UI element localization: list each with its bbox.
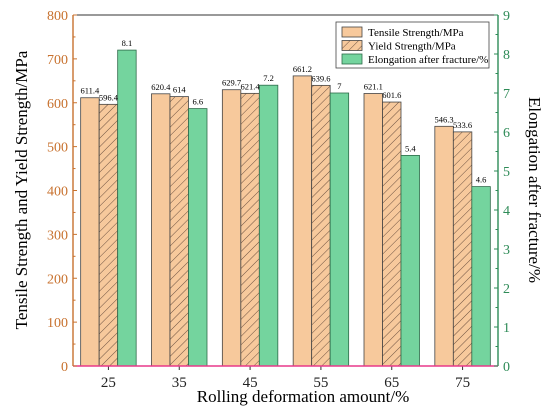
bar-yield-75	[452, 131, 473, 367]
x-axis-title: Rolling deformation amount/%	[197, 387, 409, 406]
right-tick-label-2: 2	[503, 282, 510, 297]
right-tick-label-6: 6	[503, 126, 510, 141]
bar-yield-35	[169, 96, 189, 367]
bar-tensile-65	[363, 93, 383, 367]
left-tick-label-400: 400	[47, 185, 68, 200]
data-label-yield-35: 614	[173, 85, 187, 95]
data-label-yield-75: 533.6	[453, 120, 472, 130]
data-label-tensile-45: 629.7	[222, 78, 241, 88]
x-tick-label-35: 35	[172, 375, 187, 391]
legend-label-yield: Yield Strength/MPa	[368, 41, 456, 53]
x-tick-label-75: 75	[455, 375, 470, 391]
bar-tensile-55	[292, 75, 313, 367]
bar-yield-65	[382, 101, 402, 367]
bar-tensile-25	[80, 97, 100, 367]
left-tick-label-600: 600	[47, 97, 68, 112]
right-tick-label-0: 0	[503, 360, 510, 375]
legend-swatch-elongation	[341, 53, 363, 65]
bar-elongation-55	[329, 92, 350, 367]
bar-yield-25	[98, 103, 119, 367]
x-tick-label-65: 65	[384, 375, 399, 391]
right-y-axis-title: Elongation after fracture/%	[525, 97, 544, 283]
data-label-tensile-75: 546.3	[435, 114, 454, 124]
data-label-tensile-25: 611.4	[81, 86, 101, 96]
data-label-yield-45: 621.4	[241, 81, 261, 91]
bar-elongation-75	[471, 186, 491, 367]
x-tick-label-55: 55	[313, 375, 328, 391]
bar-elongation-45	[258, 84, 279, 367]
data-label-yield-55: 639.6	[311, 73, 330, 83]
left-tick-label-100: 100	[47, 316, 68, 331]
data-label-tensile-65: 621.1	[364, 81, 383, 91]
legend-swatch-tensile	[341, 26, 363, 38]
right-tick-label-1: 1	[503, 321, 510, 336]
x-tick-label-45: 45	[243, 375, 258, 391]
data-label-elongation-25: 8.1	[122, 38, 133, 48]
data-label-tensile-55: 661.2	[293, 64, 312, 74]
legend-swatch-yield	[341, 40, 363, 51]
bar-yield-45	[240, 92, 260, 367]
data-label-tensile-35: 620.4	[151, 82, 171, 92]
left-tick-label-700: 700	[47, 53, 68, 68]
right-tick-label-8: 8	[503, 48, 510, 63]
right-tick-label-7: 7	[503, 87, 510, 102]
data-label-elongation-45: 7.2	[263, 73, 274, 83]
left-tick-label-500: 500	[47, 141, 68, 156]
bar-elongation-35	[188, 108, 208, 367]
bar-tensile-75	[434, 125, 454, 367]
data-label-elongation-35: 6.6	[192, 97, 203, 107]
data-label-yield-65: 601.6	[382, 90, 401, 100]
bar-tensile-35	[151, 93, 171, 367]
data-label-elongation-55: 7	[337, 81, 341, 91]
left-y-axis-title: Tensile Strength and Yield Strength/MPa	[12, 50, 31, 329]
bar-tensile-45	[221, 89, 242, 367]
data-label-elongation-65: 5.4	[405, 143, 416, 153]
right-tick-label-4: 4	[503, 204, 510, 219]
right-tick-label-5: 5	[503, 165, 510, 180]
bar-elongation-65	[400, 154, 420, 367]
left-tick-label-300: 300	[47, 228, 68, 243]
x-tick-label-25: 25	[101, 375, 116, 391]
legend-label-tensile: Tensile Strength/MPa	[368, 27, 464, 39]
data-label-elongation-75: 4.6	[476, 175, 487, 185]
left-tick-label-0: 0	[61, 360, 68, 375]
bar-elongation-25	[117, 49, 137, 367]
right-tick-label-3: 3	[503, 243, 510, 258]
bar-yield-55	[311, 84, 331, 367]
left-tick-label-200: 200	[47, 272, 68, 287]
data-label-yield-25: 596.4	[99, 92, 119, 102]
legend-label-elongation: Elongation after fracture/%	[368, 54, 488, 66]
left-tick-label-800: 800	[47, 9, 68, 24]
right-tick-label-9: 9	[503, 9, 510, 24]
